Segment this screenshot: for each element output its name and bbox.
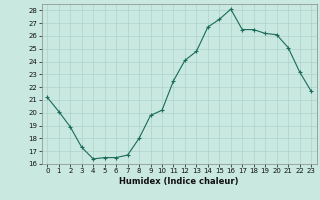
X-axis label: Humidex (Indice chaleur): Humidex (Indice chaleur) xyxy=(119,177,239,186)
